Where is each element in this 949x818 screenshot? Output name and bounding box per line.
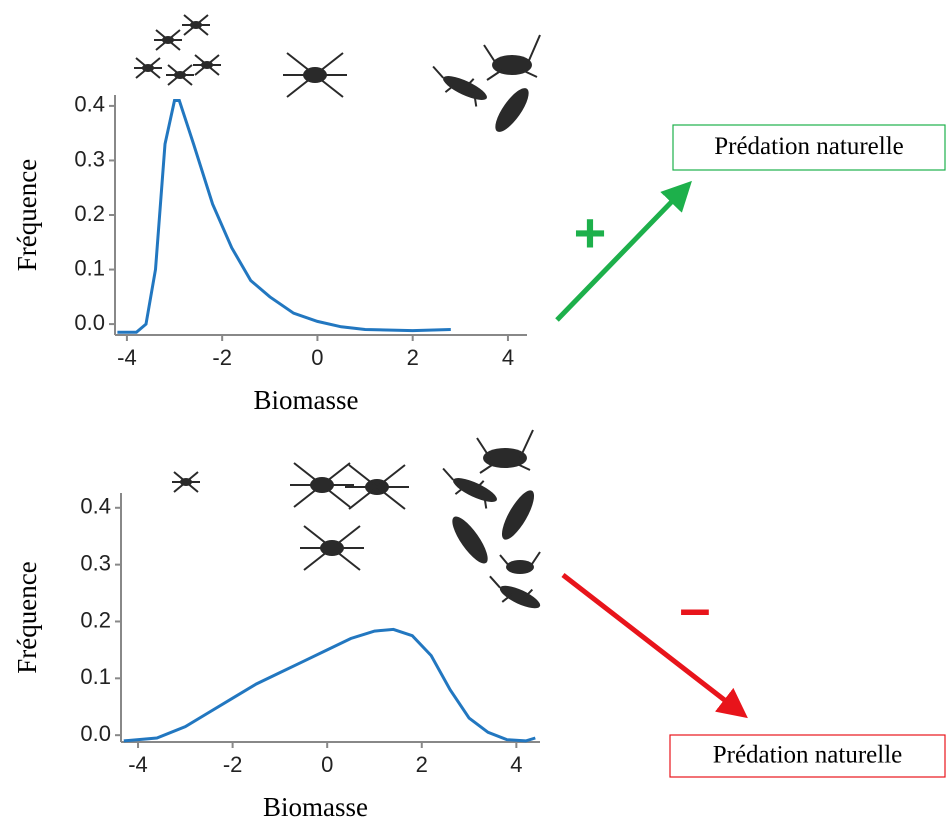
x-tick-label: 2 — [407, 345, 419, 370]
effect-sign: – — [679, 576, 710, 639]
outcome-box — [672, 124, 946, 171]
x-tick-label: 2 — [416, 752, 428, 777]
outcome-box — [669, 734, 946, 778]
x-axis-label: Biomasse — [263, 792, 368, 818]
density-line — [123, 627, 536, 743]
y-axis-label: Fréquence — [12, 561, 42, 673]
beetles — [432, 34, 541, 609]
x-axis-label: Biomasse — [254, 385, 359, 415]
y-tick-label: 0.4 — [80, 494, 111, 519]
small-spiders — [134, 14, 221, 493]
x-tick-label: -2 — [223, 752, 243, 777]
y-axis-label: Fréquence — [12, 159, 42, 271]
x-tick-label: -4 — [117, 345, 137, 370]
density-line — [117, 99, 451, 334]
x-tick-label: 4 — [502, 345, 514, 370]
y-tick-label: 0.3 — [74, 146, 105, 171]
y-tick-label: 0.4 — [74, 92, 105, 117]
y-tick-label: 0.3 — [80, 550, 111, 575]
x-tick-label: 0 — [311, 345, 323, 370]
x-tick-label: 4 — [510, 752, 522, 777]
outcome-label: Prédation naturelle — [714, 133, 904, 160]
y-tick-label: 0.0 — [74, 310, 105, 335]
effect-arrow — [555, 180, 692, 322]
x-tick-label: -4 — [128, 752, 148, 777]
y-tick-label: 0.1 — [74, 255, 105, 280]
effect-arrow — [561, 573, 748, 719]
y-tick-label: 0.1 — [80, 664, 111, 689]
y-tick-label: 0.0 — [80, 721, 111, 746]
large-spiders — [283, 52, 409, 571]
x-tick-label: 0 — [321, 752, 333, 777]
y-tick-label: 0.2 — [74, 201, 105, 226]
x-tick-label: -2 — [212, 345, 232, 370]
y-tick-label: 0.2 — [80, 607, 111, 632]
effect-sign: + — [574, 201, 607, 264]
outcome-label: Prédation naturelle — [713, 742, 903, 769]
